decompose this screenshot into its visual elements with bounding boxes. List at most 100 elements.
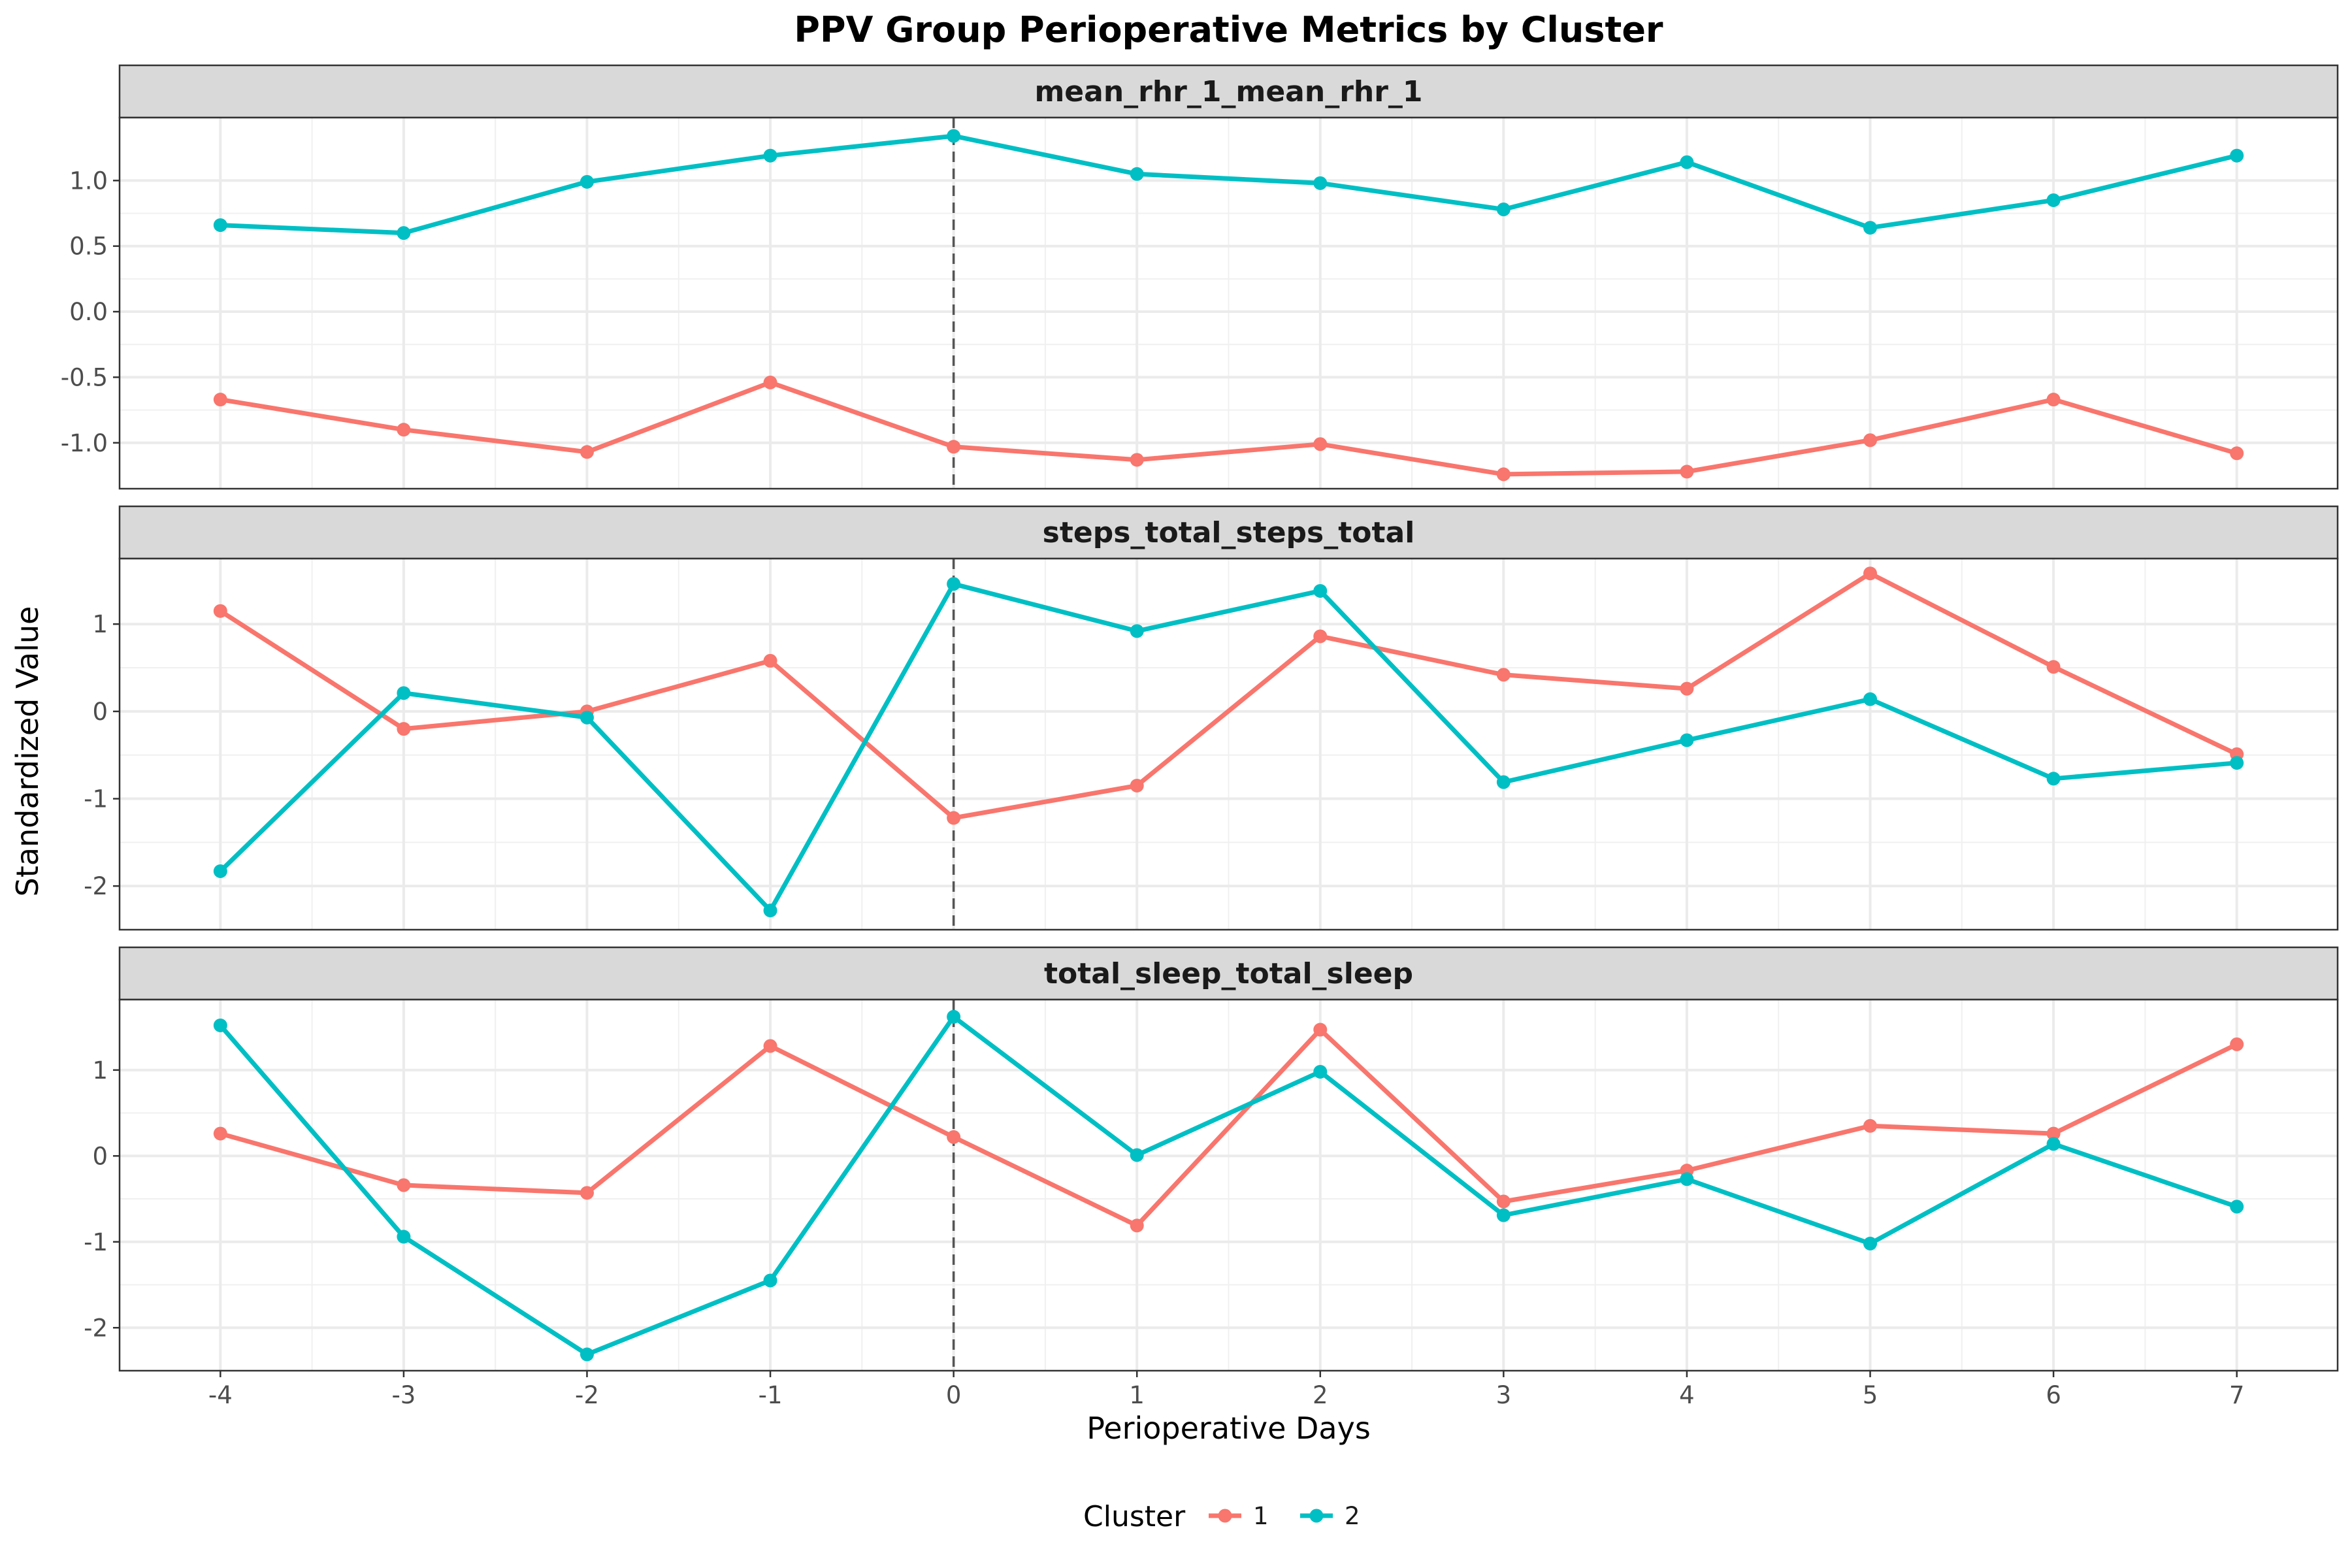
- data-point-cluster-2: [1680, 155, 1694, 169]
- facet-strip-label: steps_total_steps_total: [1043, 516, 1415, 549]
- data-point-cluster-2: [1313, 176, 1328, 190]
- y-tick-label: -2: [84, 872, 108, 900]
- data-point-cluster-1: [947, 811, 961, 825]
- data-point-cluster-2: [2230, 756, 2244, 770]
- data-point-cluster-2: [2230, 1200, 2244, 1214]
- data-point-cluster-2: [947, 129, 961, 143]
- data-point-cluster-2: [1313, 583, 1328, 598]
- data-point-cluster-1: [2046, 1126, 2061, 1141]
- data-point-cluster-1: [1313, 629, 1328, 644]
- legend-key-point-cluster-1: [1218, 1509, 1232, 1523]
- data-point-cluster-2: [2046, 772, 2061, 786]
- data-point-cluster-1: [1496, 467, 1511, 482]
- data-point-cluster-2: [1130, 167, 1144, 181]
- data-point-cluster-1: [397, 423, 411, 437]
- data-point-cluster-1: [397, 1178, 411, 1192]
- y-tick-label: -1: [84, 1228, 108, 1256]
- y-tick-label: 0.5: [69, 233, 108, 261]
- data-point-cluster-1: [1863, 566, 1878, 581]
- data-point-cluster-1: [947, 1130, 961, 1144]
- facet-strip: [118, 64, 2339, 119]
- x-tick-label: 3: [1496, 1381, 1512, 1409]
- x-tick-label: 0: [946, 1381, 962, 1409]
- data-point-cluster-2: [213, 218, 227, 233]
- legend-label-cluster-1: 1: [1253, 1502, 1269, 1530]
- y-tick-label: 1: [92, 1056, 108, 1085]
- x-tick-label: 4: [1679, 1381, 1695, 1409]
- series-line-cluster-2: [218, 581, 2237, 913]
- x-tick-label: -1: [759, 1381, 783, 1409]
- data-point-cluster-1: [763, 653, 777, 668]
- data-point-cluster-1: [580, 445, 594, 459]
- data-point-cluster-2: [1496, 202, 1511, 216]
- y-axis-title: Standardized Value: [10, 606, 45, 897]
- data-point-cluster-1: [580, 1186, 594, 1200]
- data-point-cluster-1: [947, 440, 961, 454]
- data-point-cluster-2: [1313, 1064, 1328, 1079]
- facet-strip-label: mean_rhr_1_mean_rhr_1: [1034, 75, 1422, 108]
- x-tick-label: 2: [1313, 1381, 1328, 1409]
- data-point-cluster-2: [580, 174, 594, 189]
- data-point-cluster-1: [213, 393, 227, 407]
- data-point-cluster-2: [1496, 1208, 1511, 1222]
- data-point-cluster-2: [1863, 692, 1878, 706]
- panel-border: [118, 557, 2339, 931]
- x-tick-label: 1: [1129, 1381, 1145, 1409]
- legend-title: Cluster: [1083, 1500, 1186, 1533]
- data-point-cluster-1: [1313, 1022, 1328, 1037]
- data-point-cluster-1: [1313, 437, 1328, 451]
- data-point-cluster-2: [763, 1273, 777, 1288]
- data-point-cluster-2: [397, 686, 411, 700]
- data-point-cluster-2: [1680, 1172, 1694, 1186]
- data-point-cluster-1: [1130, 778, 1144, 792]
- data-point-cluster-2: [2046, 1137, 2061, 1151]
- series-line-cluster-2: [218, 1014, 2238, 1357]
- data-point-cluster-2: [397, 226, 411, 240]
- data-point-cluster-2: [947, 1009, 961, 1024]
- data-point-cluster-1: [2046, 660, 2061, 674]
- data-point-cluster-1: [2046, 393, 2061, 407]
- y-tick-label: 1.0: [69, 167, 108, 195]
- data-point-cluster-1: [763, 375, 777, 389]
- data-point-cluster-2: [213, 1018, 227, 1032]
- data-point-cluster-2: [397, 1230, 411, 1244]
- data-point-cluster-2: [947, 577, 961, 591]
- facet-strip: [118, 505, 2339, 560]
- x-tick-label: -4: [208, 1381, 233, 1409]
- data-point-cluster-2: [1863, 1236, 1878, 1250]
- data-point-cluster-1: [1130, 1218, 1144, 1233]
- data-point-cluster-2: [2230, 148, 2244, 163]
- data-point-cluster-1: [1680, 465, 1694, 479]
- x-tick-label: -3: [391, 1381, 416, 1409]
- x-tick-label: 7: [2229, 1381, 2245, 1409]
- chart-title: PPV Group Perioperative Metrics by Clust…: [794, 9, 1663, 50]
- data-point-cluster-1: [397, 722, 411, 736]
- y-tick-label: 1: [92, 610, 108, 638]
- y-tick-label: -2: [84, 1314, 108, 1342]
- data-point-cluster-1: [1863, 433, 1878, 448]
- data-point-cluster-2: [763, 904, 777, 918]
- data-point-cluster-1: [1863, 1119, 1878, 1133]
- data-point-cluster-1: [2230, 1037, 2244, 1051]
- data-point-cluster-2: [213, 864, 227, 878]
- y-tick-label: -1.0: [61, 429, 108, 457]
- panel-border: [118, 998, 2339, 1372]
- facet-strip-label: total_sleep_total_sleep: [1044, 957, 1413, 990]
- data-point-cluster-2: [1130, 624, 1144, 638]
- legend-label-cluster-2: 2: [1345, 1502, 1360, 1530]
- y-tick-label: -0.5: [61, 363, 108, 391]
- data-point-cluster-2: [2046, 193, 2061, 207]
- data-point-cluster-1: [1496, 1194, 1511, 1209]
- series-line-cluster-2: [220, 133, 2238, 236]
- data-point-cluster-2: [763, 148, 777, 163]
- x-axis-title: Perioperative Days: [1086, 1411, 1371, 1446]
- data-point-cluster-1: [1680, 681, 1694, 696]
- data-point-cluster-2: [1130, 1148, 1144, 1162]
- data-point-cluster-1: [213, 604, 227, 618]
- data-point-cluster-2: [1863, 221, 1878, 235]
- y-tick-label: 0: [92, 1142, 108, 1170]
- data-point-cluster-1: [213, 1126, 227, 1141]
- y-tick-label: -1: [84, 785, 108, 813]
